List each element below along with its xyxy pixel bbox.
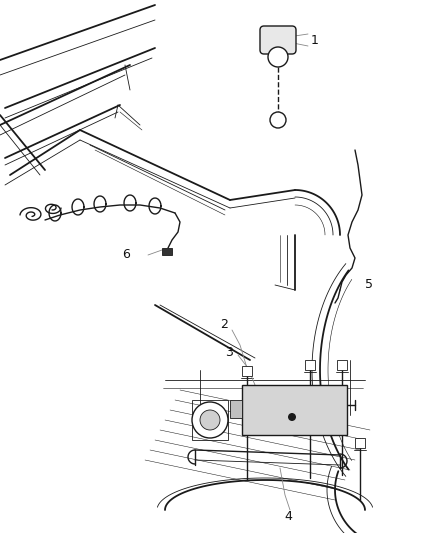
Text: 6: 6 [122,248,130,262]
Text: 3: 3 [225,345,233,359]
Bar [242,385,347,435]
Bar [337,360,347,370]
FancyBboxPatch shape [260,26,296,54]
Bar [192,400,228,440]
Bar [355,438,365,448]
Circle shape [270,112,286,128]
Bar [162,248,172,255]
Circle shape [268,47,288,67]
Circle shape [192,402,228,438]
Circle shape [200,410,220,430]
Circle shape [288,413,296,421]
Bar [230,400,242,418]
Text: 5: 5 [365,279,373,292]
Text: 4: 4 [284,510,292,522]
Bar [242,366,252,376]
Bar [305,360,315,370]
Text: 2: 2 [220,319,228,332]
Text: 1: 1 [311,34,319,46]
